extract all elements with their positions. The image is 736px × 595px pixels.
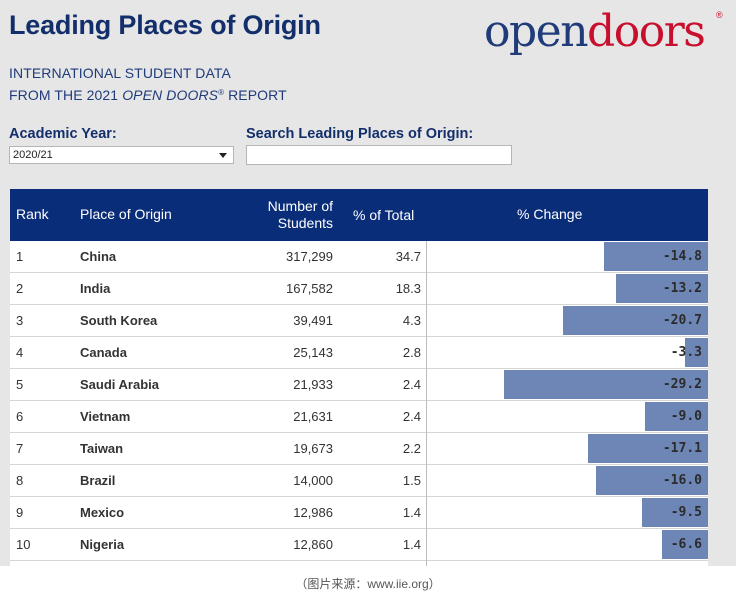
table-row[interactable]: 9 Mexico 12,986 1.4 -9.5 — [10, 497, 708, 529]
logo-registered-mark: ® — [716, 10, 723, 20]
place-cell: Saudi Arabia — [80, 377, 159, 392]
students-cell: 25,143 — [293, 345, 333, 360]
students-cell: 12,986 — [293, 505, 333, 520]
pct-total-cell: 2.4 — [402, 377, 421, 392]
place-cell: Vietnam — [80, 409, 131, 424]
students-cell: 14,000 — [293, 473, 333, 488]
pct-total-cell: 18.3 — [395, 281, 421, 296]
rank-cell: 5 — [16, 377, 24, 392]
table-row[interactable]: 6 Vietnam 21,631 2.4 -9.0 — [10, 401, 708, 433]
pct-total-cell: 1.5 — [402, 473, 421, 488]
opendoors-logo: opendoors ® — [484, 2, 723, 62]
subtitle-line-2-post: REPORT — [224, 87, 287, 103]
place-cell: Canada — [80, 345, 127, 360]
rank-cell: 3 — [16, 313, 24, 328]
pct-total-cell: 1.4 — [402, 505, 421, 520]
pct-change-bar — [615, 274, 708, 303]
table-row[interactable]: 10 Nigeria 12,860 1.4 -6.6 — [10, 529, 708, 561]
search-label: Search Leading Places of Origin: — [246, 126, 474, 142]
pct-change-label: -20.7 — [662, 313, 702, 328]
pct-total-cell: 4.3 — [402, 313, 421, 328]
pct-change-label: -17.1 — [662, 441, 702, 456]
table-header: Rank Place of Origin Number of Students … — [10, 189, 708, 241]
column-header-pct-total[interactable]: % of Total — [353, 207, 415, 223]
page-title: Leading Places of Origin — [9, 10, 321, 40]
rank-cell: 6 — [16, 409, 24, 424]
pct-change-bar — [588, 434, 708, 463]
pct-change-label: -13.2 — [662, 281, 702, 296]
logo-doors-text: doors — [587, 6, 706, 57]
pct-change-label: -3.3 — [670, 345, 702, 360]
pct-change-bar — [604, 242, 708, 271]
subtitle-line-2: FROM THE 2021 OPEN DOORS® REPORT — [9, 83, 287, 105]
chevron-down-icon[interactable] — [219, 153, 227, 158]
search-input[interactable] — [246, 145, 512, 165]
pct-total-cell: 2.2 — [402, 441, 421, 456]
table-row[interactable]: 7 Taiwan 19,673 2.2 -17.1 — [10, 433, 708, 465]
place-cell: Brazil — [80, 473, 116, 488]
subtitle-line-2-pre: FROM THE 2021 — [9, 87, 123, 103]
rank-cell: 7 — [16, 441, 24, 456]
students-cell: 12,860 — [293, 537, 333, 552]
column-header-rank[interactable]: Rank — [16, 206, 49, 222]
pct-change-bar — [563, 306, 708, 335]
rank-cell: 1 — [16, 249, 24, 264]
table-row[interactable]: 3 South Korea 39,491 4.3 -20.7 — [10, 305, 708, 337]
table-row[interactable]: 8 Brazil 14,000 1.5 -16.0 — [10, 465, 708, 497]
academic-year-select[interactable]: 2020/21 — [9, 146, 234, 164]
subtitle-line-1: INTERNATIONAL STUDENT DATA — [9, 65, 231, 81]
students-cell: 21,631 — [293, 409, 333, 424]
page-subtitle: INTERNATIONAL STUDENT DATA FROM THE 2021… — [9, 63, 287, 105]
pct-change-label: -29.2 — [662, 377, 702, 392]
table-row[interactable]: 5 Saudi Arabia 21,933 2.4 -29.2 — [10, 369, 708, 401]
students-cell: 21,933 — [293, 377, 333, 392]
place-cell: India — [80, 281, 111, 296]
place-cell: South Korea — [80, 313, 158, 328]
rank-cell: 10 — [16, 537, 31, 552]
pct-change-label: -9.5 — [670, 505, 702, 520]
pct-change-label: -6.6 — [670, 537, 702, 552]
column-header-place[interactable]: Place of Origin — [80, 206, 172, 222]
rank-cell: 4 — [16, 345, 24, 360]
academic-year-label: Academic Year: — [9, 126, 117, 142]
column-divider — [426, 241, 427, 566]
column-header-pct-change[interactable]: % Change — [517, 206, 583, 222]
subtitle-line-2-reg: ® — [218, 88, 225, 97]
rank-cell: 2 — [16, 281, 24, 296]
pct-change-bar — [645, 402, 708, 431]
students-cell: 39,491 — [293, 313, 333, 328]
pct-change-bar — [641, 498, 708, 527]
place-cell: Mexico — [80, 505, 125, 520]
place-cell: Nigeria — [80, 537, 125, 552]
table-row[interactable]: 4 Canada 25,143 2.8 -3.3 — [10, 337, 708, 369]
pct-change-label: -9.0 — [670, 409, 702, 424]
place-cell: China — [80, 249, 117, 264]
pct-total-cell: 2.8 — [402, 345, 421, 360]
pct-change-bar — [503, 370, 708, 399]
pct-change-bar — [661, 530, 708, 559]
pct-total-cell: 34.7 — [395, 249, 421, 264]
dashboard-panel: Leading Places of Origin opendoors ® INT… — [0, 0, 736, 566]
image-source-caption: （图片来源：www.iie.org） — [295, 577, 441, 591]
rank-cell: 9 — [16, 505, 24, 520]
place-cell: Taiwan — [80, 441, 124, 456]
table-row[interactable]: 2 India 167,582 18.3 -13.2 — [10, 273, 708, 305]
pct-total-cell: 2.4 — [402, 409, 421, 424]
origin-table: Rank Place of Origin Number of Students … — [10, 189, 708, 566]
logo-open-text: open — [484, 6, 589, 57]
pct-total-cell: 1.4 — [402, 537, 421, 552]
pct-change-label: -14.8 — [662, 249, 702, 264]
pct-change-bar — [596, 466, 708, 495]
column-header-students[interactable]: Number of Students — [267, 198, 333, 231]
pct-change-bar — [684, 338, 708, 367]
students-cell: 317,299 — [286, 249, 333, 264]
table-row[interactable]: 1 China 317,299 34.7 -14.8 — [10, 241, 708, 273]
pct-change-label: -16.0 — [662, 473, 702, 488]
subtitle-line-2-em: OPEN DOORS — [122, 87, 219, 103]
academic-year-value: 2020/21 — [13, 149, 53, 161]
students-cell: 167,582 — [286, 281, 333, 296]
students-cell: 19,673 — [293, 441, 333, 456]
rank-cell: 8 — [16, 473, 24, 488]
